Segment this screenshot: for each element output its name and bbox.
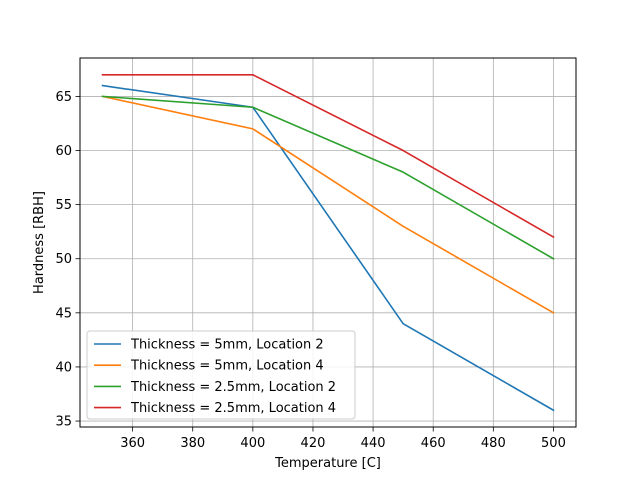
legend-label-3: Thickness = 2.5mm, Location 2: [130, 380, 336, 395]
x-tick-label: 440: [361, 436, 386, 451]
legend-label-1: Thickness = 5mm, Location 2: [130, 338, 324, 353]
series-lines: [101, 73, 555, 412]
y-tick-label: 50: [55, 252, 72, 267]
x-tick-label: 460: [421, 436, 446, 451]
plot-frame: [79, 57, 577, 428]
x-tick-label: 360: [120, 436, 145, 451]
x-tick-label: 420: [301, 436, 326, 451]
y-tick-label: 60: [55, 144, 72, 159]
x-tick-label: 380: [180, 436, 205, 451]
series-line-4: [101, 73, 555, 239]
x-tick-label: 500: [541, 436, 566, 451]
legend: Thickness = 5mm, Location 2 Thickness = 5…: [86, 330, 356, 420]
x-tick-label: 400: [240, 436, 265, 451]
x-tick-label: 480: [481, 436, 506, 451]
legend-label-4: Thickness = 2.5mm, Location 4: [130, 401, 336, 416]
series-line-1: [101, 84, 555, 412]
y-tick-label: 65: [55, 90, 72, 105]
y-axis-label: Hardness [RBH]: [32, 191, 47, 294]
y-axis-ticks: 35 40 45 50 55 60 65: [55, 90, 80, 430]
y-tick-label: 35: [55, 415, 72, 430]
y-tick-label: 55: [55, 198, 72, 213]
y-tick-label: 40: [55, 360, 72, 375]
series-line-3: [101, 95, 555, 260]
legend-box: [86, 330, 356, 420]
series-line-2: [101, 95, 555, 314]
y-tick-label: 45: [55, 306, 72, 321]
x-axis-label: Temperature [C]: [274, 456, 381, 471]
legend-label-2: Thickness = 5mm, Location 4: [130, 359, 324, 374]
x-axis-ticks: 360 380 400 420 440 460 480 500: [120, 427, 566, 451]
